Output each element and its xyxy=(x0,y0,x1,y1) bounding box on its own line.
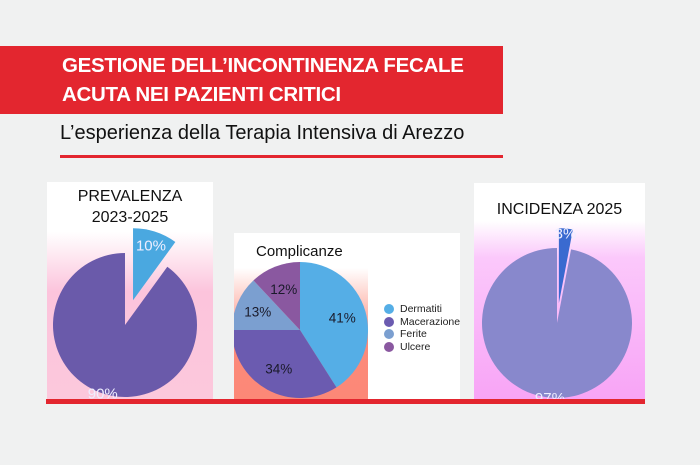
legend-swatch xyxy=(384,329,394,340)
chart-title-line-1: PREVALENZA xyxy=(77,188,183,205)
chart-title: INCIDENZA 2025 xyxy=(496,201,623,218)
pie-slice xyxy=(52,253,197,397)
legend-item: Ulcere xyxy=(384,341,460,354)
slice-label: 12% xyxy=(270,282,297,297)
complications-chart: Complicanze 41% 34% 13% 12% Dermatiti Macera… xyxy=(234,233,460,400)
pie-slice xyxy=(558,228,573,304)
pie-slice xyxy=(133,228,176,301)
slice-label: 10% xyxy=(136,237,166,254)
slice-label: 41% xyxy=(329,310,356,325)
legend-label: Macerazione xyxy=(400,315,461,328)
title-line-1: GESTIONE DELL’INCONTINENZA FECALE xyxy=(62,54,464,77)
slice-label: 34% xyxy=(265,361,292,376)
legend-label: Ulcere xyxy=(400,340,431,353)
incidence-chart: INCIDENZA 2025 3% 97% xyxy=(474,183,645,400)
legend-item: Macerazione xyxy=(384,316,460,329)
legend-label: Ferite xyxy=(400,328,427,341)
prevalence-chart: PREVALENZA 2023-2025 10% 90% xyxy=(47,182,213,400)
legend-swatch xyxy=(384,304,394,315)
legend-item: Ferite xyxy=(384,328,460,341)
pie-slice xyxy=(253,262,300,330)
pie-svg: 3% 97% xyxy=(482,226,632,400)
legend-swatch xyxy=(384,316,394,327)
chart-title: Complicanze xyxy=(256,243,343,260)
chart-title-line-2: 2023-2025 xyxy=(91,209,169,226)
pie-slice xyxy=(234,280,300,330)
slice-label: 97% xyxy=(535,390,565,400)
legend-swatch xyxy=(384,341,394,352)
bottom-divider xyxy=(46,399,645,404)
pie-slice xyxy=(234,330,337,398)
chart-title: PREVALENZA 2023-2025 xyxy=(47,186,213,228)
legend-item: Dermatiti xyxy=(384,303,460,316)
subtitle: L’esperienza della Terapia Intensiva di … xyxy=(60,122,465,144)
pie-svg: 10% 90% xyxy=(52,228,197,400)
legend-label: Dermatiti xyxy=(400,303,443,316)
title-line-2: ACUTA NEI PAZIENTI CRITICI xyxy=(62,83,341,106)
pie-slice xyxy=(300,262,368,388)
slice-label: 90% xyxy=(88,386,118,400)
slice-label: 13% xyxy=(244,304,271,319)
title-banner: GESTIONE DELL’INCONTINENZA FECALE ACUTA … xyxy=(0,46,503,114)
legend: Dermatiti Macerazione Ferite Ulcere xyxy=(384,303,460,353)
slice-label: 3% xyxy=(555,226,577,243)
pie-svg: 41% 34% 13% 12% xyxy=(234,262,368,398)
pie-slice xyxy=(482,248,632,398)
subtitle-underline xyxy=(60,155,503,158)
